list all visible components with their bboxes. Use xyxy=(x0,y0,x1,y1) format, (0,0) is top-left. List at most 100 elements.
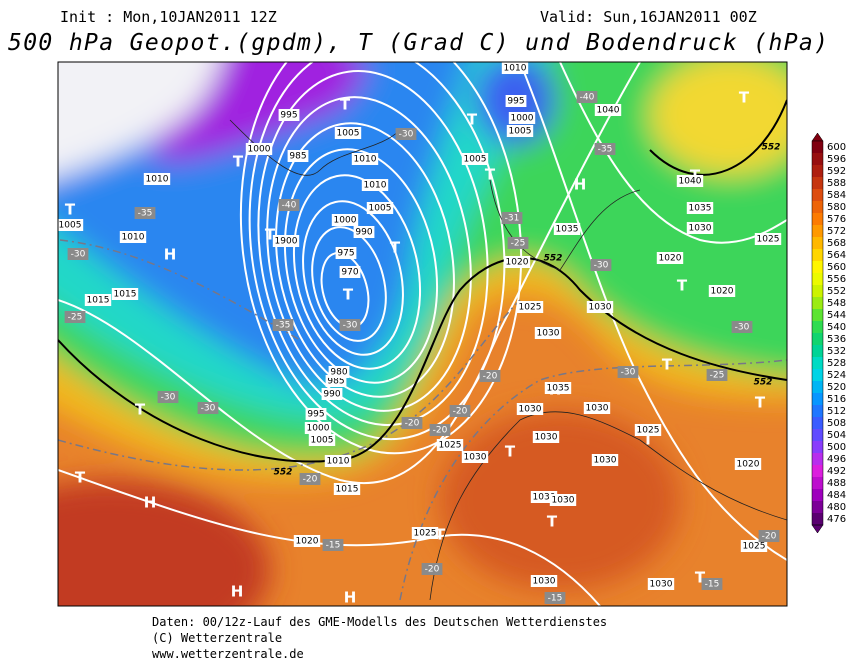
legend-swatch xyxy=(812,453,823,465)
legend-label: 536 xyxy=(827,334,846,345)
isobar xyxy=(266,96,472,412)
legend-swatch xyxy=(812,177,823,189)
legend-label: 480 xyxy=(827,502,846,513)
label-box xyxy=(754,233,782,245)
legend-swatch xyxy=(812,333,823,345)
legend-swatch xyxy=(812,321,823,333)
label-box xyxy=(594,143,616,155)
label-box xyxy=(335,247,357,259)
legend-label: 496 xyxy=(827,454,846,465)
label-box xyxy=(740,540,768,552)
label-box xyxy=(328,366,350,378)
pressure-center: T xyxy=(485,166,496,184)
isotherm-label: -20 xyxy=(453,407,468,417)
label-box xyxy=(591,454,619,466)
legend-swatch xyxy=(812,273,823,285)
isobar-label: 1025 xyxy=(743,542,766,552)
label-box xyxy=(436,439,464,451)
label-box xyxy=(479,370,501,382)
isobar-label: 1040 xyxy=(679,177,702,187)
label-box xyxy=(530,575,558,587)
isotherm-label: -30 xyxy=(399,130,414,140)
isobar xyxy=(302,200,404,356)
isotherm-label: -40 xyxy=(282,201,297,211)
legend-swatch xyxy=(812,429,823,441)
label-box xyxy=(516,301,544,313)
label-box xyxy=(111,288,139,300)
isotherm-label: -30 xyxy=(161,393,176,403)
geopotential-label: 552 xyxy=(754,378,773,388)
isotherm-label: -30 xyxy=(343,321,358,331)
isobar xyxy=(283,148,439,384)
label-box xyxy=(634,424,662,436)
geopotential-label: 552 xyxy=(544,254,563,264)
label-box xyxy=(322,539,344,551)
label-box xyxy=(67,248,89,260)
pressure-center: H xyxy=(164,246,177,264)
isobar-label: 985 xyxy=(327,377,344,387)
isotherm-label: -40 xyxy=(580,93,595,103)
legend-label: 492 xyxy=(827,466,846,477)
pressure-center: T xyxy=(677,277,688,295)
label-box xyxy=(366,202,394,214)
label-box xyxy=(278,199,300,211)
map-title: 500 hPa Geopot.(gpdm), T (Grad C) und Bo… xyxy=(8,30,828,56)
pressure-center: T xyxy=(65,201,76,219)
legend-swatch xyxy=(812,261,823,273)
legend-swatch xyxy=(812,213,823,225)
isobar-label: 1025 xyxy=(439,441,462,451)
legend-swatch xyxy=(812,237,823,249)
legend-label: 512 xyxy=(827,406,846,417)
isotherm-label: -15 xyxy=(705,580,720,590)
isotherm-label: -25 xyxy=(511,239,526,249)
init-time: Init : Mon,10JAN2011 12Z xyxy=(60,8,277,26)
isobar-label: 1010 xyxy=(327,457,350,467)
isobar-label: 1010 xyxy=(146,175,169,185)
legend-label: 484 xyxy=(827,490,846,501)
label-box xyxy=(287,150,309,162)
legend-swatch xyxy=(812,249,823,261)
legend-swatch xyxy=(812,285,823,297)
label-box xyxy=(429,424,451,436)
pressure-center: T xyxy=(233,153,244,171)
legend-label: 552 xyxy=(827,286,846,297)
label-box xyxy=(508,112,536,124)
legend-label: 524 xyxy=(827,370,846,381)
map-frame xyxy=(57,61,788,607)
label-box xyxy=(421,563,443,575)
legend-label: 580 xyxy=(827,202,846,213)
label-box xyxy=(503,256,531,268)
label-box xyxy=(583,402,611,414)
pressure-center: H xyxy=(344,589,357,607)
label-box xyxy=(590,259,612,271)
label-box xyxy=(534,327,562,339)
legend-swatch xyxy=(812,297,823,309)
legend-label: 600 xyxy=(827,142,846,153)
isotherm-label: -25 xyxy=(68,313,83,323)
map: TTTTTTTTTTTTTTTTTTTTHHHHHH10109951000100… xyxy=(58,62,787,607)
label-box xyxy=(449,405,471,417)
isobar-label: 995 xyxy=(280,111,297,121)
isobar-label: 1015 xyxy=(114,290,137,300)
map-labels: TTTTTTTTTTTTTTTTTTTTHHHHHH10109951000100… xyxy=(58,62,782,607)
isobar-label: 1000 xyxy=(248,145,271,155)
isobar-label: 1005 xyxy=(464,155,487,165)
legend-frame xyxy=(811,140,824,526)
isobar xyxy=(58,469,601,606)
legend-swatch xyxy=(812,477,823,489)
isobar-label: 1025 xyxy=(757,235,780,245)
legend-label: 592 xyxy=(827,166,846,177)
pressure-center: T xyxy=(343,286,354,304)
label-box xyxy=(501,62,529,74)
isobar-label: 985 xyxy=(289,152,306,162)
legend-swatch xyxy=(812,141,823,153)
isobar-label: 1010 xyxy=(354,155,377,165)
legend-label: 528 xyxy=(827,358,846,369)
isotherm-label: -35 xyxy=(276,321,291,331)
isobar-label: 1015 xyxy=(336,485,359,495)
pressure-center: T xyxy=(739,89,750,107)
isotherm-label: -15 xyxy=(548,594,563,604)
geopotential-label: 552 xyxy=(274,468,293,478)
isobar-label: 1035 xyxy=(556,225,579,235)
label-box xyxy=(461,451,489,463)
